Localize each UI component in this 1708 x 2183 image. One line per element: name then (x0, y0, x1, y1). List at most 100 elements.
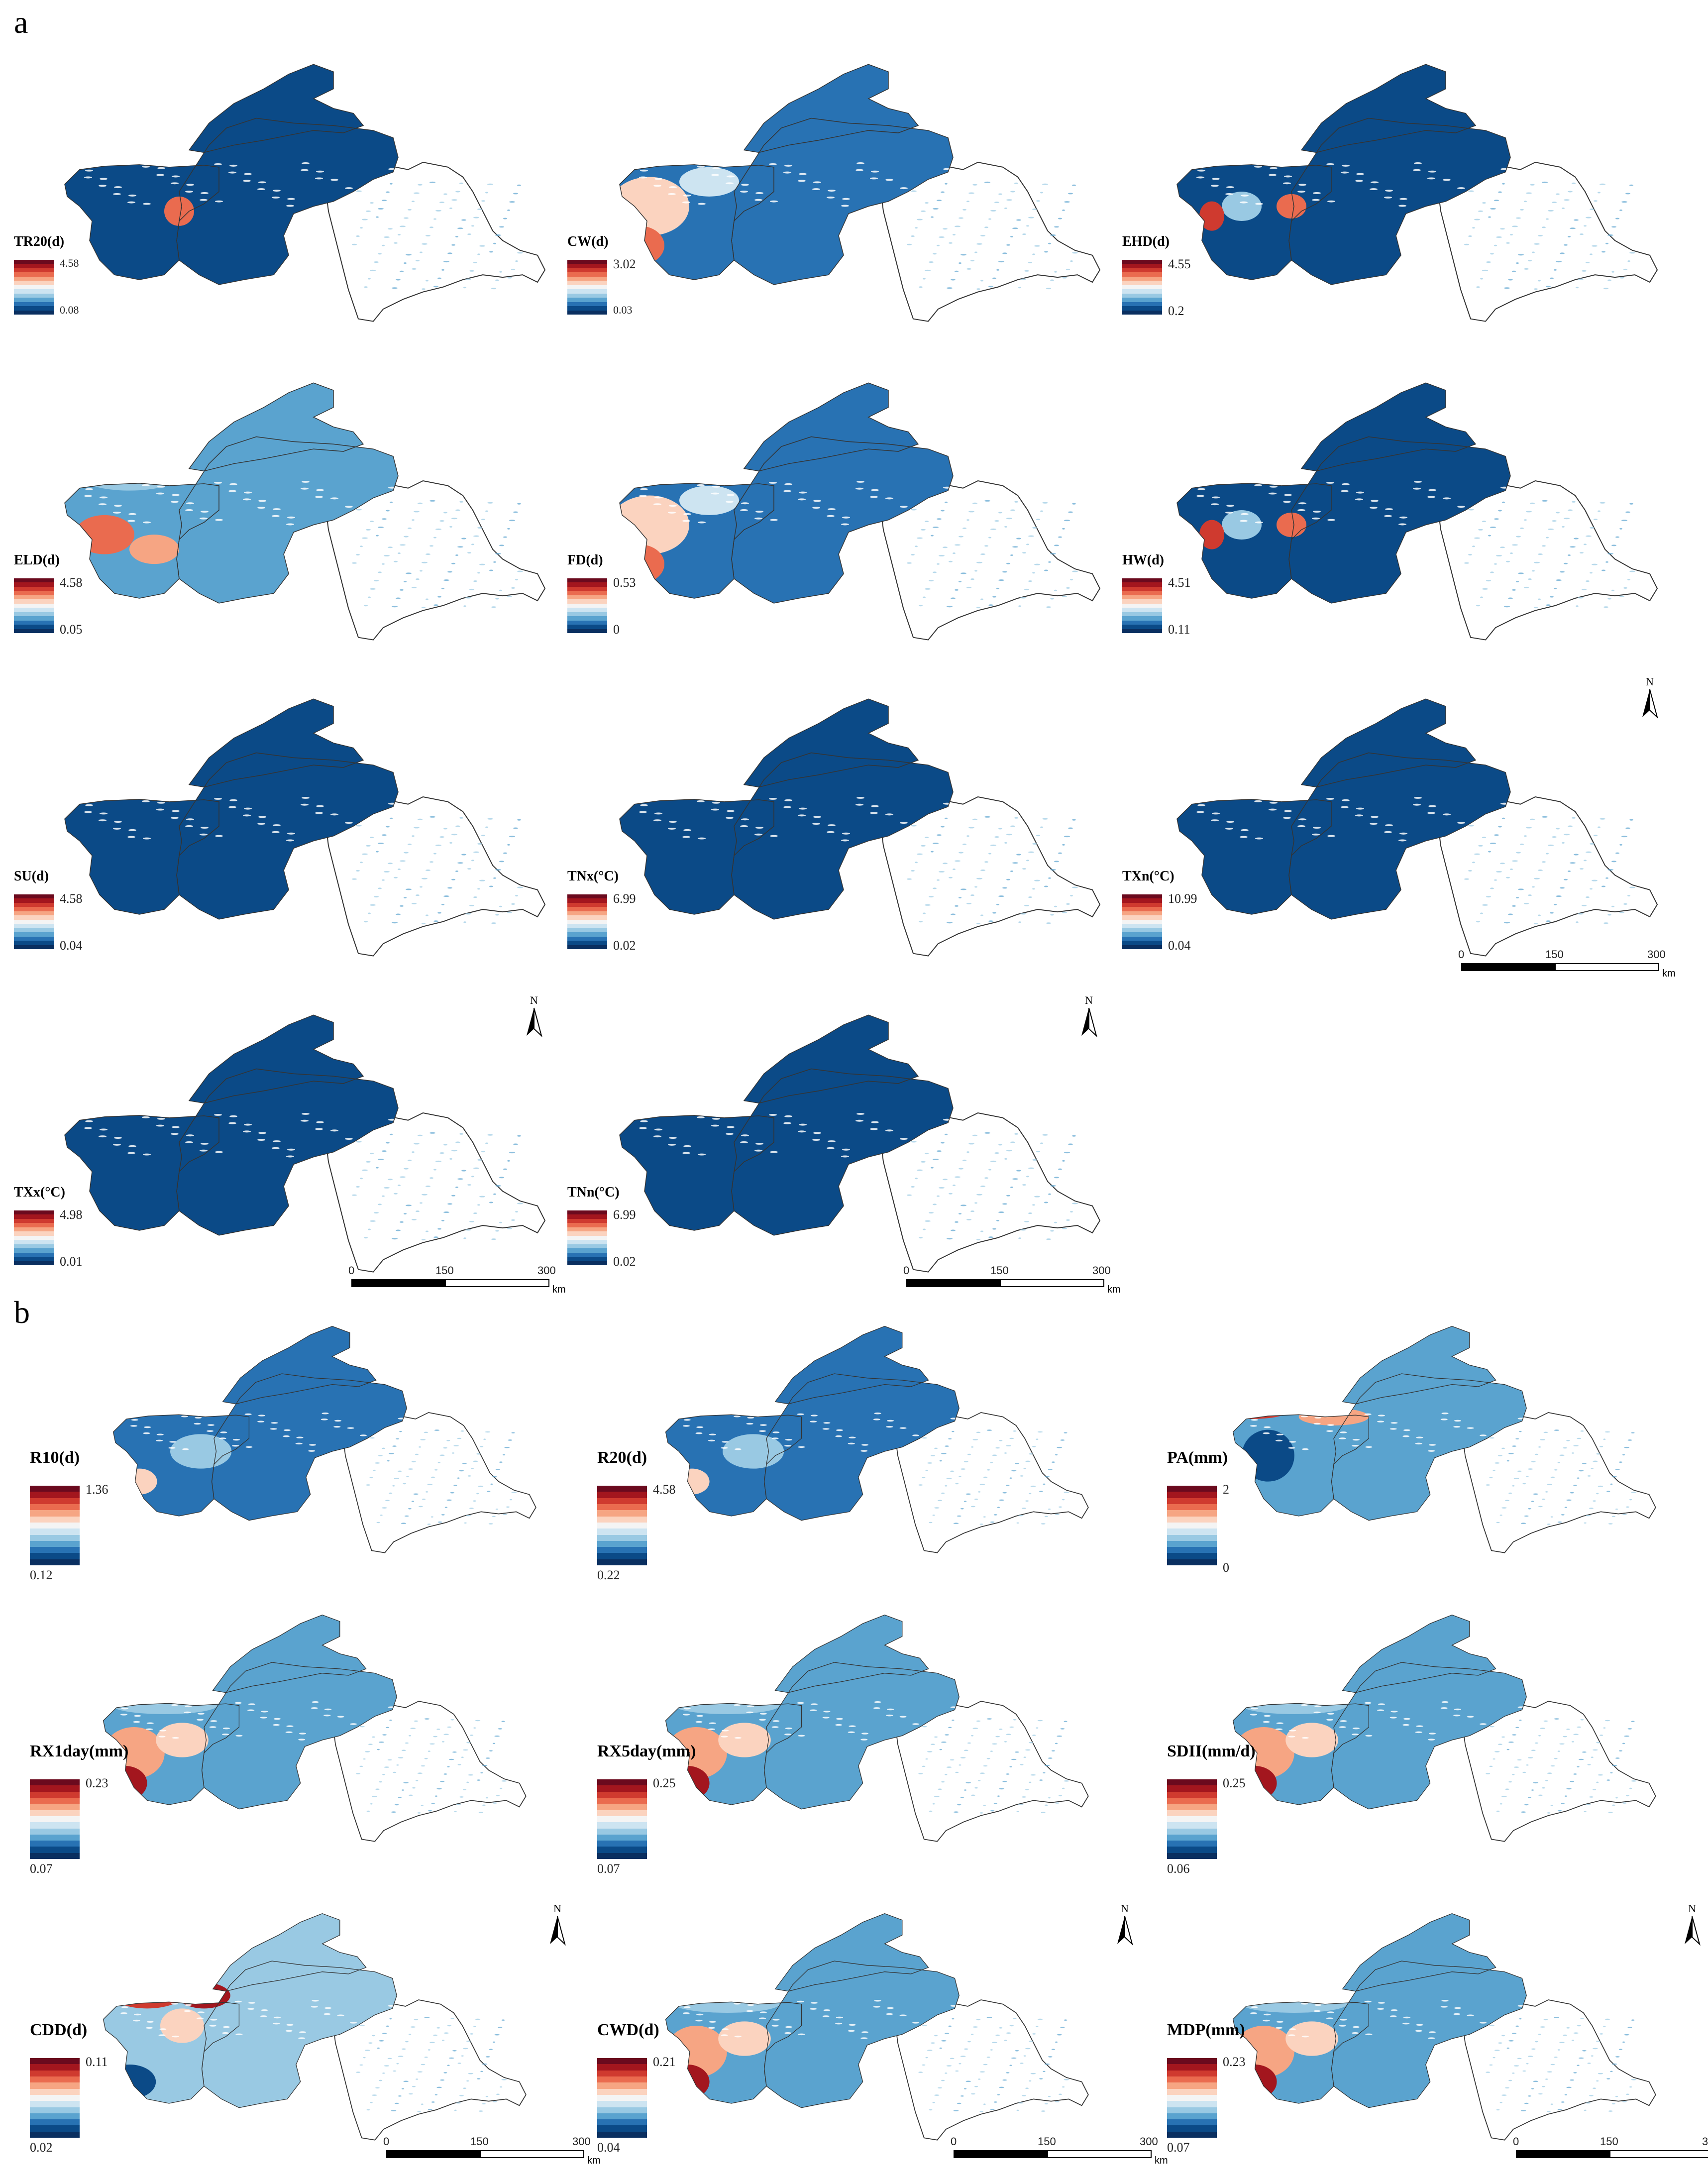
color-bar (14, 894, 54, 950)
north-arrow: N (522, 993, 546, 1038)
scale-tick: 150 (990, 1264, 1009, 1277)
legend-min: 0.11 (1168, 622, 1190, 637)
legend-max: 6.99 (613, 1207, 636, 1222)
legend-min: 0.12 (30, 1568, 53, 1582)
scale-tick: 300 (572, 2135, 591, 2148)
scale-tick: 300 (1702, 2135, 1708, 2148)
legend-title: FD(d) (567, 552, 603, 568)
color-bar (597, 1779, 647, 1859)
legend-min: 0.02 (613, 1254, 636, 1269)
svg-text:N: N (1085, 994, 1093, 1006)
legend-title: SDII(mm/d) (1167, 1742, 1256, 1760)
map-ehd (1167, 45, 1665, 338)
scale-tick: 150 (1600, 2135, 1618, 2148)
scale-tick: 150 (435, 1264, 454, 1277)
legend-max: 0.53 (613, 575, 636, 590)
svg-text:N: N (1646, 675, 1654, 688)
scale-tick: 0 (383, 2135, 390, 2148)
legend-max: 0.23 (86, 1776, 108, 1790)
legend-title: RX1day(mm) (30, 1742, 129, 1760)
color-bar (30, 2058, 80, 2138)
map-fd (610, 363, 1107, 657)
legend-max: 0.25 (1223, 1776, 1246, 1790)
map-eld (55, 363, 552, 657)
legend-min: 0.02 (613, 938, 636, 953)
legend-r10: R10(d) 1.36 0.12 (30, 1448, 129, 1582)
map-su (55, 679, 552, 973)
legend-txn: TXn(°C) 10.99 0.04 (1122, 869, 1212, 958)
scale-bar: 0 150 300 km (383, 2135, 607, 2170)
legend-tnx: TNx(°C) 6.99 0.02 (567, 869, 657, 958)
scale-bar: 0 150 300 km (1458, 948, 1682, 983)
map-rx1day (95, 1598, 533, 1856)
scale-bar: 0 150 300 km (951, 2135, 1174, 2170)
legend-title: MDP(mm) (1167, 2021, 1245, 2039)
legend-max: 4.58 (60, 891, 83, 906)
legend-min: 0 (613, 622, 620, 637)
map-hw (1167, 363, 1665, 657)
color-bar (567, 894, 607, 950)
svg-text:N: N (1688, 1902, 1696, 1915)
scale-tick: 0 (348, 1264, 355, 1277)
color-bar (1167, 1486, 1217, 1566)
scale-tick: 0 (951, 2135, 957, 2148)
legend-title: CW(d) (567, 234, 609, 249)
color-bar (597, 2058, 647, 2138)
color-bar (597, 1486, 647, 1566)
legend-max: 0.11 (86, 2055, 108, 2069)
scale-unit: km (1107, 1284, 1121, 1295)
legend-cw: CW(d) 3.02 0.03 (567, 234, 657, 324)
legend-cwd: CWD(d) 0.21 0.04 (597, 2021, 697, 2155)
map-cwd (657, 1896, 1095, 2155)
svg-text:N: N (1121, 1902, 1129, 1915)
scale-unit: km (587, 2155, 601, 2166)
scale-bar: 0 150 300 km (903, 1264, 1127, 1299)
legend-title: TXx(°C) (14, 1185, 65, 1200)
legend-title: TR20(d) (14, 234, 65, 249)
color-bar (567, 578, 607, 634)
color-bar (30, 1779, 80, 1859)
legend-min: 0.06 (1167, 1861, 1190, 1876)
scale-unit: km (1662, 968, 1676, 979)
legend-title: HW(d) (1122, 552, 1164, 568)
color-bar (1167, 1779, 1217, 1859)
map-rx5day (657, 1598, 1095, 1856)
scale-unit: km (1155, 2155, 1168, 2166)
legend-rx5day: RX5day(mm) 0.25 0.07 (597, 1742, 727, 1876)
north-arrow: N (1112, 1901, 1137, 1946)
legend-txx: TXx(°C) 4.98 0.01 (14, 1185, 104, 1274)
map-cdd (95, 1896, 533, 2155)
legend-r20: R20(d) 4.58 0.22 (597, 1448, 697, 1582)
panel-b-label: b (14, 1295, 30, 1330)
map-tr20 (55, 45, 552, 338)
legend-max: 4.98 (60, 1207, 83, 1222)
scale-tick: 150 (1038, 2135, 1056, 2148)
legend-min: 0.04 (1168, 938, 1191, 953)
legend-su: SU(d) 4.58 0.04 (14, 869, 104, 958)
legend-min: 0.08 (60, 304, 79, 316)
legend-title: SU(d) (14, 869, 49, 884)
legend-hw: HW(d) 4.51 0.11 (1122, 552, 1212, 642)
svg-text:N: N (553, 1902, 561, 1915)
legend-max: 4.51 (1168, 575, 1191, 590)
legend-max: 4.55 (1168, 257, 1191, 271)
scale-tick: 300 (1647, 948, 1666, 961)
legend-mdp: MDP(mm) 0.23 0.07 (1167, 2021, 1267, 2155)
color-bar (1122, 260, 1162, 315)
map-txx (55, 995, 552, 1289)
color-bar (14, 1210, 54, 1266)
legend-rx1day: RX1day(mm) 0.23 0.07 (30, 1742, 159, 1876)
legend-eld: ELD(d) 4.58 0.05 (14, 552, 104, 642)
north-arrow: N (1680, 1901, 1705, 1946)
legend-max: 6.99 (613, 891, 636, 906)
legend-tr20: TR20(d) 4.58 0.08 (14, 234, 104, 324)
legend-max: 0.21 (653, 2055, 676, 2069)
legend-max: 4.58 (60, 257, 79, 269)
legend-min: 0.02 (30, 2140, 53, 2155)
legend-min: 0.04 (597, 2140, 620, 2155)
north-arrow: N (545, 1901, 570, 1946)
legend-title: CWD(d) (597, 2021, 659, 2039)
legend-min: 0 (1223, 1560, 1229, 1575)
legend-min: 0.22 (597, 1568, 620, 1582)
legend-title: TXn(°C) (1122, 869, 1174, 884)
